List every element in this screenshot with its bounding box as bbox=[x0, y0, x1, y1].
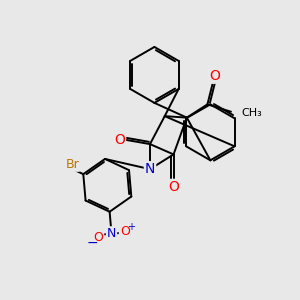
Text: −: − bbox=[86, 236, 98, 250]
Text: N: N bbox=[107, 227, 116, 240]
Text: N: N bbox=[145, 162, 155, 176]
Text: O: O bbox=[209, 69, 220, 83]
Text: O: O bbox=[120, 225, 130, 238]
Text: O: O bbox=[114, 133, 125, 147]
Text: +: + bbox=[127, 222, 135, 232]
Text: Br: Br bbox=[65, 158, 79, 171]
Text: O: O bbox=[168, 180, 179, 194]
Text: O: O bbox=[93, 231, 103, 244]
Text: CH₃: CH₃ bbox=[241, 108, 262, 118]
